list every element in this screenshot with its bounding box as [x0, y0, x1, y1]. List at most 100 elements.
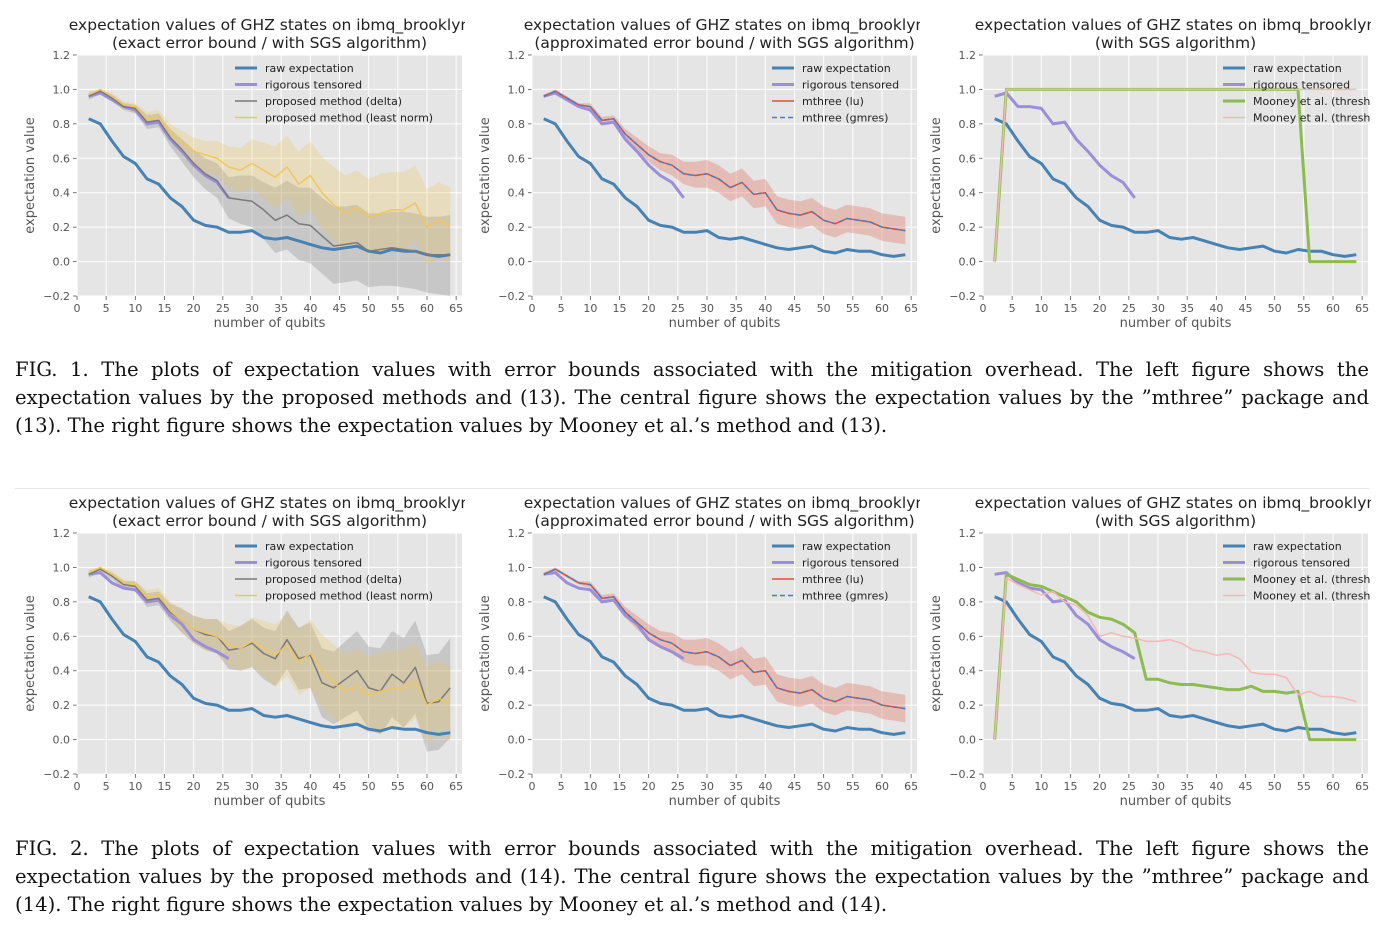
legend-label: proposed method (least norm)	[265, 590, 433, 603]
error-band	[88, 89, 451, 266]
y-tick-label: 0.0	[959, 256, 977, 269]
fig2-caption: FIG. 2. The plots of expectation values …	[15, 837, 1369, 916]
y-tick-label: 0.4	[53, 665, 71, 678]
series-line	[88, 88, 451, 228]
series-line	[88, 117, 451, 258]
x-tick-label: 20	[187, 302, 201, 315]
y-tick-label: 0.4	[959, 665, 977, 678]
x-tick-label: 10	[128, 780, 142, 793]
fig1-left-chart: expectation values of GHZ states on ibmq…	[4, 2, 465, 332]
y-tick-label: 0.2	[53, 221, 71, 234]
legend-label: raw expectation	[265, 62, 354, 75]
y-tick-label: 0.0	[508, 256, 526, 269]
y-tick-label: 0.2	[508, 699, 526, 712]
chart-title-line: expectation values of GHZ states on ibmq…	[524, 494, 920, 513]
x-tick-label: 30	[1151, 302, 1165, 315]
legend-label: proposed method (least norm)	[265, 112, 433, 125]
y-tick-label: 0.8	[508, 596, 526, 609]
x-tick-label: 15	[1064, 302, 1078, 315]
y-tick-label: 1.0	[959, 561, 977, 574]
legend-label: rigorous tensored	[1253, 79, 1350, 92]
x-tick-label: 40	[758, 780, 772, 793]
chart-title-line: (with SGS algorithm)	[1095, 34, 1256, 52]
legend-label: Mooney et al. (threshold = 0.01)	[1253, 590, 1371, 603]
legend-label: Mooney et al. (threshold = 0.1)	[1253, 95, 1371, 108]
x-tick-label: 5	[103, 780, 110, 793]
legend-label: rigorous tensored	[802, 557, 899, 570]
y-tick-label: −0.2	[43, 290, 70, 303]
x-tick-label: 30	[245, 302, 259, 315]
y-tick-label: 0.4	[53, 187, 71, 200]
x-tick-label: 15	[158, 302, 172, 315]
x-tick-label: 35	[729, 780, 743, 793]
y-tick-label: 0.2	[53, 699, 71, 712]
chart-svg: expectation values of GHZ states on ibmq…	[478, 494, 920, 809]
x-tick-label: 35	[274, 780, 288, 793]
y-tick-label: 0.8	[508, 118, 526, 131]
x-tick-label: 25	[216, 302, 230, 315]
legend-label: mthree (gmres)	[802, 112, 888, 125]
x-tick-label: 5	[1009, 780, 1016, 793]
y-tick-label: 1.2	[53, 527, 71, 540]
y-axis-label: expectation value	[23, 595, 38, 711]
legend-label: raw expectation	[1253, 62, 1342, 75]
legend-label: rigorous tensored	[265, 557, 362, 570]
y-tick-label: 1.0	[53, 83, 71, 96]
chart-title-line: expectation values of GHZ states on ibmq…	[975, 494, 1371, 513]
x-tick-label: 0	[980, 780, 987, 793]
x-tick-label: 10	[583, 302, 597, 315]
fig2-left-chart: expectation values of GHZ states on ibmq…	[4, 480, 465, 810]
x-tick-label: 55	[846, 780, 860, 793]
series-line	[88, 566, 451, 706]
y-tick-label: 0.6	[53, 630, 71, 643]
series-line	[88, 90, 451, 256]
x-tick-label: 45	[1239, 780, 1253, 793]
chart-svg: expectation values of GHZ states on ibmq…	[478, 16, 920, 331]
x-tick-label: 65	[449, 302, 463, 315]
series-line	[543, 90, 906, 232]
y-axis-label: expectation value	[478, 117, 493, 233]
y-tick-label: 0.4	[508, 665, 526, 678]
x-tick-label: 15	[158, 780, 172, 793]
x-tick-label: 65	[1355, 780, 1369, 793]
figure-divider	[15, 488, 1369, 489]
chart-svg: expectation values of GHZ states on ibmq…	[23, 16, 465, 331]
y-tick-label: 0.2	[959, 221, 977, 234]
x-axis-label: number of qubits	[214, 794, 326, 809]
legend-label: rigorous tensored	[1253, 557, 1350, 570]
x-tick-label: 20	[1093, 780, 1107, 793]
y-tick-label: 1.2	[959, 49, 977, 62]
series-line	[88, 568, 451, 705]
error-band	[88, 567, 451, 743]
y-tick-label: 1.0	[508, 83, 526, 96]
chart-svg: expectation values of GHZ states on ibmq…	[929, 16, 1371, 331]
x-tick-label: 30	[245, 780, 259, 793]
x-tick-label: 65	[904, 780, 918, 793]
x-tick-label: 30	[700, 302, 714, 315]
x-tick-label: 50	[362, 302, 376, 315]
fig1-caption: FIG. 1. The plots of expectation values …	[15, 358, 1369, 437]
x-tick-label: 60	[420, 780, 434, 793]
x-tick-label: 20	[187, 780, 201, 793]
fig2-center-chart: expectation values of GHZ states on ibmq…	[459, 480, 920, 810]
x-tick-label: 5	[103, 302, 110, 315]
series-line	[994, 117, 1357, 258]
x-tick-label: 30	[700, 780, 714, 793]
error-band	[543, 567, 906, 723]
series-line	[88, 571, 230, 660]
series-line	[543, 117, 906, 258]
x-axis-label: number of qubits	[214, 316, 326, 331]
x-tick-label: 25	[1122, 302, 1136, 315]
y-axis-label: expectation value	[23, 117, 38, 233]
error-band	[88, 567, 451, 752]
y-tick-label: −0.2	[949, 768, 976, 781]
y-axis-label: expectation value	[929, 117, 944, 233]
x-tick-label: 5	[558, 302, 565, 315]
x-tick-label: 20	[642, 780, 656, 793]
series-line	[994, 595, 1357, 736]
y-tick-label: 0.8	[53, 596, 71, 609]
y-tick-label: −0.2	[498, 768, 525, 781]
y-tick-label: 1.2	[959, 527, 977, 540]
y-tick-label: 0.4	[959, 187, 977, 200]
x-tick-label: 25	[671, 302, 685, 315]
